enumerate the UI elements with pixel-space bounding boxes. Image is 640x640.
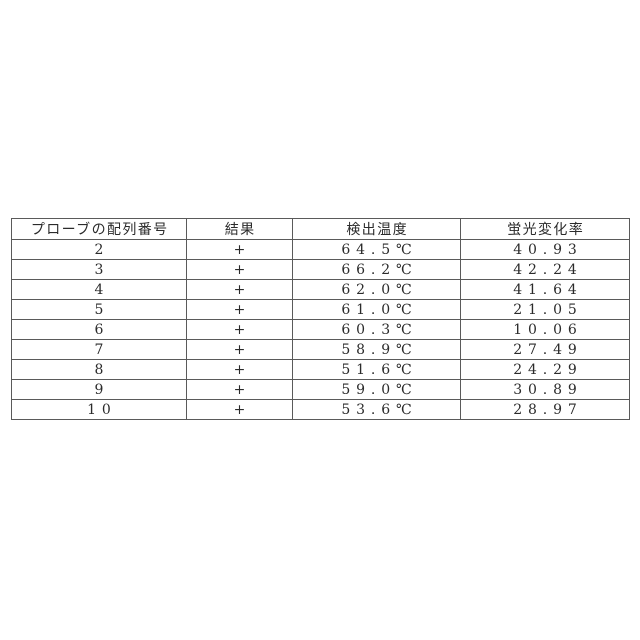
fluorescence-change-rate-value: 10.06 (513, 321, 583, 338)
result-value: + (233, 401, 252, 418)
result-value: + (233, 281, 252, 298)
cell-fluorescence-change-rate: 27.49 (460, 339, 630, 360)
fluorescence-change-rate-value: 30.89 (513, 381, 583, 398)
cell-probe-number: 10 (11, 399, 187, 420)
fluorescence-change-rate-value: 24.29 (513, 361, 583, 378)
cell-detection-temperature: 58.9℃ (292, 339, 461, 360)
cell-probe-number: 4 (11, 279, 187, 300)
cell-detection-temperature: 59.0℃ (292, 379, 461, 400)
column-header-probe-number-label: プローブの配列番号 (30, 222, 169, 238)
probe-number-value: 9 (94, 381, 110, 398)
column-header-detection-temperature-label: 検出温度 (346, 222, 408, 238)
result-value: + (233, 261, 252, 278)
table-row: 8 + 51.6℃ 24.29 (11, 359, 630, 380)
cell-fluorescence-change-rate: 30.89 (460, 379, 630, 400)
table-row: 6 + 60.3℃ 10.06 (11, 319, 630, 340)
result-value: + (233, 321, 252, 338)
probe-number-value: 2 (94, 241, 110, 258)
fluorescence-change-rate-value: 27.49 (513, 341, 583, 358)
table-row: 9 + 59.0℃ 30.89 (11, 379, 630, 400)
fluorescence-change-rate-value: 21.05 (513, 301, 583, 318)
probe-number-value: 7 (94, 341, 110, 358)
table-row: 3 + 66.2℃ 42.24 (11, 259, 630, 280)
fluorescence-change-rate-value: 42.24 (513, 261, 583, 278)
cell-detection-temperature: 62.0℃ (292, 279, 461, 300)
cell-result: + (186, 279, 293, 300)
cell-detection-temperature: 61.0℃ (292, 299, 461, 320)
fluorescence-change-rate-value: 41.64 (513, 281, 583, 298)
column-header-probe-number: プローブの配列番号 (11, 218, 187, 240)
detection-temperature-value: 59.0℃ (341, 381, 418, 398)
cell-probe-number: 8 (11, 359, 187, 380)
detection-temperature-value: 66.2℃ (341, 261, 418, 278)
result-value: + (233, 381, 252, 398)
cell-result: + (186, 319, 293, 340)
detection-temperature-value: 60.3℃ (341, 321, 418, 338)
cell-detection-temperature: 60.3℃ (292, 319, 461, 340)
probe-number-value: 3 (94, 261, 110, 278)
table-header: プローブの配列番号 結果 検出温度 蛍光変化率 (11, 218, 630, 240)
table-row: 2 + 64.5℃ 40.93 (11, 239, 630, 260)
cell-probe-number: 9 (11, 379, 187, 400)
column-header-fluorescence-change-rate: 蛍光変化率 (460, 218, 630, 240)
table-row: 10 + 53.6℃ 28.97 (11, 399, 630, 420)
cell-probe-number: 7 (11, 339, 187, 360)
cell-fluorescence-change-rate: 42.24 (460, 259, 630, 280)
probe-number-value: 5 (94, 301, 110, 318)
detection-temperature-value: 53.6℃ (341, 401, 418, 418)
cell-detection-temperature: 53.6℃ (292, 399, 461, 420)
probe-number-value: 4 (94, 281, 110, 298)
probe-number-value: 6 (94, 321, 110, 338)
cell-detection-temperature: 51.6℃ (292, 359, 461, 380)
table-row: 5 + 61.0℃ 21.05 (11, 299, 630, 320)
result-value: + (233, 301, 252, 318)
fluorescence-change-rate-value: 40.93 (513, 241, 583, 258)
probe-number-value: 10 (87, 401, 117, 418)
cell-result: + (186, 339, 293, 360)
table-row: 7 + 58.9℃ 27.49 (11, 339, 630, 360)
cell-result: + (186, 259, 293, 280)
detection-temperature-value: 61.0℃ (341, 301, 418, 318)
cell-detection-temperature: 64.5℃ (292, 239, 461, 260)
fluorescence-change-rate-value: 28.97 (513, 401, 583, 418)
result-value: + (233, 361, 252, 378)
table-row: 4 + 62.0℃ 41.64 (11, 279, 630, 300)
probe-results-table: プローブの配列番号 結果 検出温度 蛍光変化率 2 + 64.5℃ 40.93 … (11, 218, 630, 420)
cell-probe-number: 6 (11, 319, 187, 340)
cell-fluorescence-change-rate: 10.06 (460, 319, 630, 340)
column-header-result: 結果 (186, 218, 293, 240)
column-header-detection-temperature: 検出温度 (292, 218, 461, 240)
cell-fluorescence-change-rate: 21.05 (460, 299, 630, 320)
result-value: + (233, 341, 252, 358)
table-body: 2 + 64.5℃ 40.93 3 + 66.2℃ 42.24 4 + 62.0… (11, 239, 630, 420)
probe-number-value: 8 (94, 361, 110, 378)
cell-fluorescence-change-rate: 40.93 (460, 239, 630, 260)
cell-fluorescence-change-rate: 41.64 (460, 279, 630, 300)
detection-temperature-value: 62.0℃ (341, 281, 418, 298)
result-value: + (233, 241, 252, 258)
detection-temperature-value: 51.6℃ (341, 361, 418, 378)
cell-probe-number: 2 (11, 239, 187, 260)
cell-fluorescence-change-rate: 28.97 (460, 399, 630, 420)
header-row: プローブの配列番号 結果 検出温度 蛍光変化率 (11, 218, 630, 240)
cell-result: + (186, 239, 293, 260)
cell-probe-number: 3 (11, 259, 187, 280)
column-header-fluorescence-change-rate-label: 蛍光変化率 (507, 222, 585, 238)
detection-temperature-value: 58.9℃ (341, 341, 418, 358)
cell-result: + (186, 299, 293, 320)
cell-detection-temperature: 66.2℃ (292, 259, 461, 280)
column-header-result-label: 結果 (224, 222, 256, 238)
cell-result: + (186, 379, 293, 400)
detection-temperature-value: 64.5℃ (341, 241, 418, 258)
cell-probe-number: 5 (11, 299, 187, 320)
cell-fluorescence-change-rate: 24.29 (460, 359, 630, 380)
cell-result: + (186, 399, 293, 420)
cell-result: + (186, 359, 293, 380)
